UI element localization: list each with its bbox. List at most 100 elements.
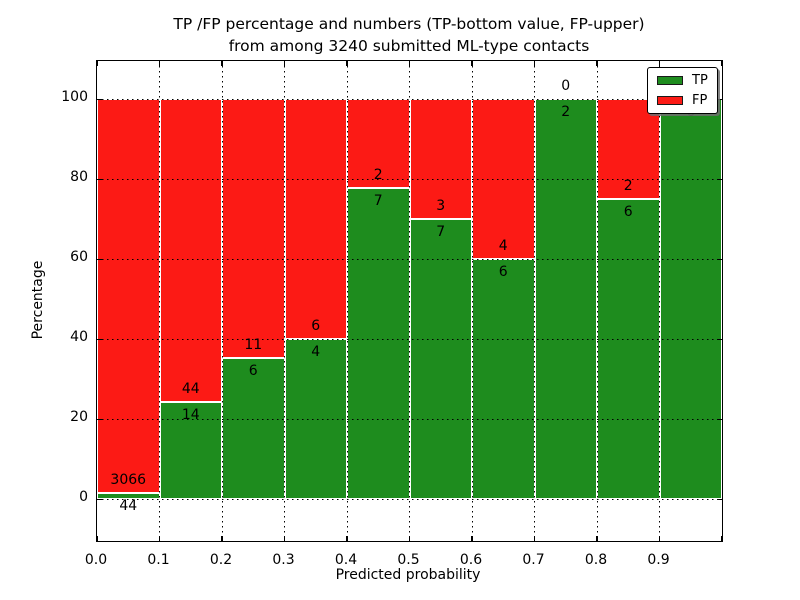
fp-bar-segment	[222, 99, 285, 358]
tp-bar-segment	[347, 187, 410, 499]
y-axis-tick	[97, 178, 102, 180]
y-axis-tick	[717, 338, 722, 340]
x-axis-tick	[346, 61, 348, 66]
x-axis-tick	[97, 536, 99, 541]
y-axis-tick	[717, 418, 722, 420]
y-axis-label: Percentage	[30, 260, 46, 340]
fp-bar-segment	[284, 99, 347, 339]
tp-bar-segment	[472, 259, 535, 499]
fp-count-label: 44	[181, 381, 200, 398]
legend-item-fp: FP	[657, 94, 708, 107]
x-axis-tick	[221, 536, 223, 541]
tp-count-label: 6	[623, 204, 633, 220]
y-tick-label: 40	[70, 329, 88, 345]
y-tick-label: 80	[70, 169, 88, 185]
x-tick-label: 0.4	[334, 552, 358, 568]
fp-count-label: 2	[623, 178, 633, 194]
x-axis-tick	[283, 61, 286, 66]
x-axis-tick	[346, 536, 348, 541]
fp-count-label: 0	[561, 78, 571, 94]
gridline-vertical	[284, 61, 285, 541]
x-tick-label: 0.5	[397, 552, 420, 568]
legend-swatch-fp-icon	[657, 96, 683, 105]
tp-bar-segment	[222, 357, 285, 499]
y-axis-tick	[97, 98, 102, 100]
y-axis-tick	[717, 98, 722, 100]
x-tick-label: 0.0	[84, 552, 108, 568]
x-axis-tick	[596, 536, 598, 541]
fp-bar-segment	[159, 99, 222, 403]
y-tick-label: 100	[61, 89, 88, 105]
legend-label-fp: FP	[692, 93, 708, 108]
tp-bar-segment	[597, 199, 660, 499]
x-axis-label: Predicted probability	[335, 567, 481, 583]
y-axis-tick	[717, 258, 722, 260]
y-axis-tick	[97, 418, 102, 420]
x-axis-tick	[596, 61, 598, 66]
x-axis-tick	[97, 61, 99, 66]
x-tick-label: 0.8	[584, 552, 608, 568]
x-axis-tick	[158, 536, 161, 541]
x-axis-tick	[471, 536, 473, 541]
tp-bar-segment	[534, 99, 597, 499]
y-axis-tick	[97, 498, 102, 500]
tp-count-label: 2	[561, 104, 571, 120]
x-axis-tick	[408, 536, 411, 541]
fp-count-label: 11	[244, 336, 263, 353]
x-axis-tick	[471, 61, 473, 66]
x-axis-tick	[533, 536, 536, 541]
x-axis-tick	[408, 61, 411, 66]
gridline-vertical	[596, 61, 598, 541]
fp-count-label: 3	[436, 198, 446, 214]
fp-count-label: 2	[373, 166, 383, 183]
x-tick-label: 0.7	[522, 552, 545, 568]
tp-count-label: 4	[311, 344, 321, 360]
gridline-vertical	[534, 61, 535, 541]
tp-bar-segment	[659, 99, 722, 499]
chart-title-line2: from among 3240 submitted ML-type contac…	[228, 37, 590, 55]
tp-bar-segment	[409, 219, 472, 499]
fp-count-label: 6	[311, 318, 321, 334]
x-tick-label: 0.3	[272, 552, 295, 568]
legend-item-tp: TP	[657, 74, 708, 87]
y-tick-label: 0	[79, 489, 88, 505]
tp-count-label: 14	[181, 407, 200, 424]
y-axis-tick	[717, 498, 722, 500]
fp-bar-segment	[97, 99, 160, 494]
gridline-vertical	[221, 61, 223, 541]
x-tick-label: 0.6	[459, 552, 483, 568]
y-axis-tick	[97, 338, 102, 340]
legend: TP FP	[647, 67, 718, 114]
x-axis-tick	[533, 61, 536, 66]
tp-count-label: 7	[436, 224, 446, 240]
tp-count-label: 6	[498, 264, 508, 280]
x-tick-label: 0.2	[209, 552, 233, 568]
chart-title: TP /FP percentage and numbers (TP-bottom…	[96, 13, 722, 57]
x-tick-label: 0.9	[647, 552, 670, 568]
chart-title-line1: TP /FP percentage and numbers (TP-bottom…	[173, 15, 645, 33]
x-axis-tick	[720, 536, 722, 541]
legend-swatch-tp-icon	[657, 76, 683, 85]
fp-bar-segment	[597, 99, 660, 199]
x-axis-tick	[221, 61, 223, 66]
tp-count-label: 7	[373, 192, 383, 209]
x-tick-label: 0.1	[147, 552, 170, 568]
gridline-vertical	[346, 61, 348, 541]
plot-area: 306644441411664273746022606	[96, 60, 723, 542]
y-axis-tick	[97, 258, 102, 260]
y-tick-label: 20	[70, 409, 88, 425]
x-axis-tick	[158, 61, 161, 66]
gridline-vertical	[471, 61, 473, 541]
y-axis-tick	[717, 178, 722, 180]
gridline-vertical	[159, 61, 160, 541]
x-axis-tick	[720, 61, 722, 66]
x-axis-tick	[658, 61, 661, 66]
x-axis-tick	[658, 536, 661, 541]
tp-count-label: 44	[119, 498, 138, 515]
gridline-vertical	[409, 61, 410, 541]
gridline-vertical	[659, 61, 660, 541]
fp-count-label: 3066	[110, 472, 147, 489]
legend-label-tp: TP	[692, 73, 708, 88]
tp-count-label: 6	[248, 362, 258, 379]
